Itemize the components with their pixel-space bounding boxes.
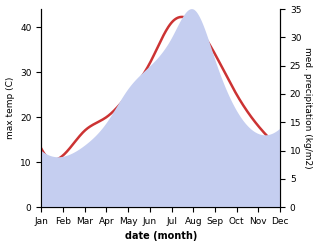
Y-axis label: max temp (C): max temp (C) — [5, 77, 15, 139]
Y-axis label: med. precipitation (kg/m2): med. precipitation (kg/m2) — [303, 47, 313, 169]
X-axis label: date (month): date (month) — [125, 231, 197, 242]
